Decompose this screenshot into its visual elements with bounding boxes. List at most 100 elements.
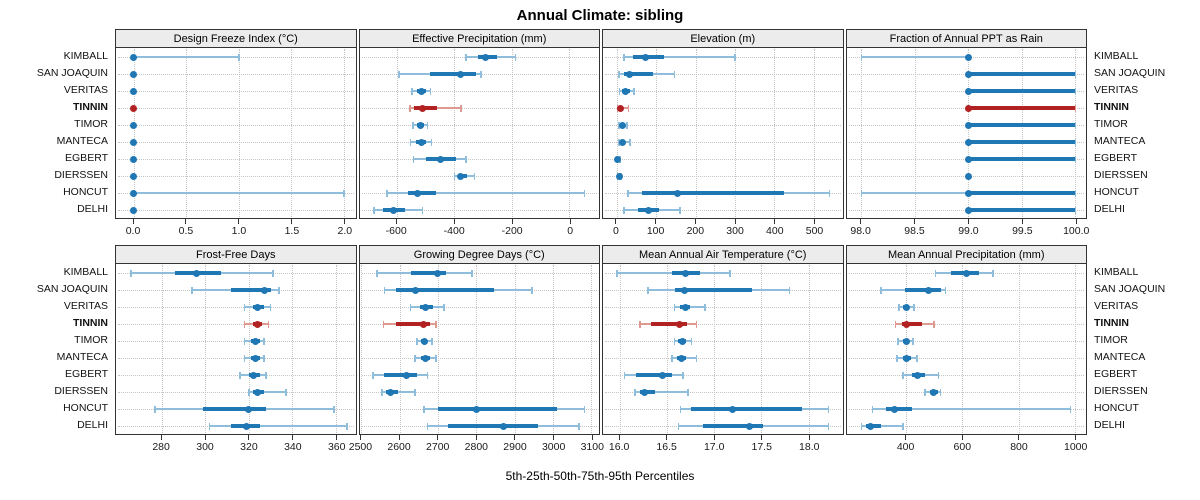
whisker-cap — [623, 371, 626, 379]
whisker-box-25-75 — [968, 191, 1076, 195]
whisker-cap — [915, 354, 918, 362]
panel-band-top: KIMBALL SAN JOAQUIN VERITAS TINNIN TIMOR MANT… — [0, 29, 1200, 245]
axis-tick — [359, 435, 361, 440]
axis-tick-label: 100 — [646, 225, 665, 237]
median-dot — [472, 405, 480, 413]
median-dot — [680, 286, 688, 294]
row-label-egbert: EGBERT — [65, 368, 108, 380]
panel-plot-frost-free-days — [115, 263, 357, 435]
whisker-box-25-75 — [968, 208, 1076, 212]
whisker-cap — [894, 320, 897, 328]
grid-line-v — [438, 265, 440, 433]
x-axis-design-freeze-index: 0.0 0.5 1.0 1.5 2.0 — [115, 219, 357, 245]
grid-line-h — [118, 324, 354, 325]
axis-tick-label: 17.0 — [703, 441, 725, 453]
grid-line-h — [605, 159, 841, 160]
axis-tick — [967, 219, 969, 224]
whisker-cap — [1074, 104, 1077, 112]
grid-line-v — [205, 265, 207, 433]
panel-strip-effective-precipitation: Effective Precipitation (mm) — [358, 29, 600, 47]
grid-line-v — [292, 265, 294, 433]
panel-plot-mean-annual-precipitation — [845, 263, 1087, 435]
whisker-cap — [429, 87, 432, 95]
whisker-cap — [583, 405, 586, 413]
median-dot — [130, 206, 138, 214]
median-dot — [682, 269, 690, 277]
whisker-cap — [191, 286, 193, 294]
grid-line-v — [914, 49, 916, 217]
whisker-cap — [443, 303, 445, 311]
axis-tick-label: 0 — [612, 225, 619, 237]
grid-line-h — [361, 273, 597, 274]
whisker-cap — [375, 269, 378, 277]
axis-tick-label: 600 — [953, 441, 972, 453]
grid-line-v — [861, 49, 863, 217]
whisker-cap — [460, 104, 462, 112]
whisker-cap — [372, 371, 374, 379]
median-dot — [621, 87, 629, 95]
axis-tick-label: 3000 — [541, 441, 566, 453]
median-dot — [964, 70, 972, 78]
axis-tick — [291, 219, 293, 224]
whisker-range-5-95 — [861, 56, 969, 58]
row-label-egbert: EGBERT — [65, 152, 108, 164]
grid-line-h — [605, 341, 841, 342]
panel-strip-title: Growing Degree Days (°C) — [413, 248, 545, 261]
panel-strip-title: Frost-Free Days — [196, 248, 276, 261]
whisker-cap — [618, 87, 621, 95]
whisker-cap — [416, 337, 418, 345]
panel-plot-design-freeze-index — [115, 47, 357, 219]
whisker-cap — [453, 172, 456, 180]
whisker-cap — [271, 269, 274, 277]
median-dot — [403, 371, 411, 379]
grid-line-v — [186, 49, 188, 217]
axis-tick-label: 98.5 — [904, 225, 925, 237]
right-row-labels: KIMBALL SAN JOAQUIN VERITAS TINNIN TIMOR MANT… — [1089, 245, 1200, 461]
median-dot — [245, 405, 253, 413]
whisker-cap — [627, 189, 629, 197]
whisker-cap — [673, 70, 676, 78]
panel-band-bottom: KIMBALL SAN JOAQUIN VERITAS TINNIN TIMOR MANT… — [0, 245, 1200, 461]
whisker-cap — [623, 53, 625, 61]
median-dot — [902, 320, 910, 328]
whisker-cap — [332, 405, 335, 413]
axis-tick-label: -200 — [501, 225, 523, 237]
panel-mean-annual-air-temperature: Mean Annual Air Temperature (°C) 16.0 16.5… — [602, 245, 844, 461]
median-dot — [902, 303, 910, 311]
median-dot — [254, 303, 262, 311]
axis-tick — [1018, 435, 1020, 440]
whisker-cap — [465, 53, 467, 61]
grid-line-v — [553, 265, 555, 433]
whisker-cap — [695, 320, 698, 328]
whisker-cap — [411, 87, 413, 95]
row-label-honcut: HONCUT — [63, 186, 108, 198]
row-label-timor: TIMOR — [74, 334, 108, 346]
grid-line-h — [605, 176, 841, 177]
whisker-cap — [431, 337, 433, 345]
median-dot — [418, 104, 426, 112]
median-dot — [745, 422, 753, 430]
whisker-range-5-95 — [133, 56, 239, 58]
row-label-dierssen: DIERSSEN — [54, 385, 108, 397]
grid-line-h — [118, 159, 354, 160]
whisker-box-25-75 — [408, 191, 436, 195]
median-dot — [243, 422, 251, 430]
whisker-cap — [430, 138, 433, 146]
whisker-cap — [426, 371, 429, 379]
whisker-range-5-95 — [635, 391, 688, 393]
row-label-delhi: DELHI — [77, 203, 108, 215]
whisker-cap — [860, 53, 863, 61]
x-axis-growing-degree-days: 2500 2600 2700 2800 2900 3000 3100 — [349, 435, 604, 461]
axis-tick — [961, 435, 963, 440]
grid-line-v — [133, 49, 135, 217]
median-dot — [618, 121, 626, 129]
grid-line-v — [656, 49, 658, 217]
whisker-cap — [426, 121, 429, 129]
axis-tick-label: 16.5 — [656, 441, 677, 453]
whisker-cap — [677, 422, 680, 430]
axis-tick-label: 800 — [1010, 441, 1028, 453]
whisker-cap — [386, 189, 388, 197]
whisker-box-25-75 — [623, 72, 653, 76]
grid-line-v — [667, 265, 669, 433]
